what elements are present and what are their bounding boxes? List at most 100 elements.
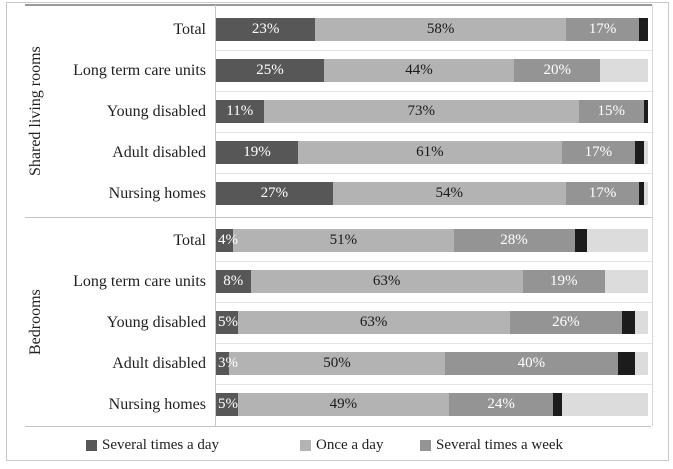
legend-item-several-times-a-week: Several times a week — [420, 437, 563, 454]
bar-track: 19% 61% 17% — [216, 141, 648, 164]
bar-value-label: 25% — [256, 62, 284, 78]
bar-value-label: 5% — [218, 314, 238, 330]
bar-value-label: 63% — [359, 314, 388, 330]
legend-swatch-icon — [86, 440, 97, 451]
bar-value-label: 24% — [487, 396, 515, 412]
bar-segment — [574, 229, 588, 252]
bar-segment: 8% — [216, 270, 251, 293]
bar-track: 3% 50% 40% — [216, 352, 648, 375]
bar-segment: 5% — [216, 393, 238, 416]
bar-segment: 63% — [250, 270, 523, 293]
bar-segment: 17% — [565, 182, 640, 205]
bar-segment — [552, 393, 562, 416]
bar-segment: 50% — [228, 352, 445, 375]
bar-rows: Total 4% 51% 28% Long term care units 8% 63% 19… — [55, 219, 652, 426]
legend-swatch-icon — [300, 440, 311, 451]
bar-segment — [643, 182, 648, 205]
bar-segment: 26% — [509, 311, 623, 334]
bar-track: 5% 49% 24% — [216, 393, 648, 416]
chart-row: Long term care units 8% 63% 19% — [55, 261, 652, 302]
bar-value-label: 19% — [243, 144, 271, 160]
bar-segment: 58% — [315, 18, 566, 41]
bar-segment — [617, 352, 636, 375]
category-label: Young disabled — [106, 102, 206, 120]
bar-segment: 54% — [332, 182, 566, 205]
row-separator-line — [216, 384, 652, 385]
plot-right-border — [652, 5, 653, 426]
legend-label: Several times a week — [436, 437, 564, 453]
bar-value-label: 4% — [218, 232, 238, 248]
group-shared-living-rooms: Shared living rooms Total 23% 58% 17% Long t… — [25, 6, 652, 217]
bar-segment: 20% — [514, 59, 601, 82]
bar-track: 27% 54% 17% — [216, 182, 648, 205]
bar-segment: 19% — [216, 141, 299, 164]
bar-segment: 15% — [578, 100, 644, 123]
bar-value-label: 15% — [597, 103, 626, 119]
category-label: Adult disabled — [112, 354, 206, 372]
legend-divider-line — [25, 426, 651, 427]
bar-value-label: 3% — [218, 355, 238, 371]
chart-row: Long term care units 25% 44% 20% — [55, 50, 652, 91]
bar-track: 4% 51% 28% — [216, 229, 648, 252]
group-bedrooms: Bedrooms Total 4% 51% 28% Long term care uni… — [25, 219, 652, 426]
bar-value-label: 50% — [323, 355, 351, 371]
bar-value-label: 51% — [329, 232, 358, 248]
bar-value-label: 54% — [435, 185, 464, 201]
bar-segment — [639, 182, 644, 205]
bar-segment: 44% — [324, 59, 515, 82]
bar-segment — [587, 229, 648, 252]
bar-value-label: 49% — [329, 396, 358, 412]
bar-segment — [622, 311, 636, 334]
bar-value-label: 58% — [426, 21, 455, 37]
bar-value-label: 44% — [405, 62, 433, 78]
group-divider-line — [25, 217, 652, 218]
bar-segment — [561, 393, 648, 416]
row-separator-line — [216, 50, 652, 51]
bar-value-label: 19% — [549, 273, 578, 289]
group-axis-column: Bedrooms — [25, 219, 55, 426]
bar-value-label: 17% — [588, 185, 617, 201]
legend-item-several-times-a-day: Several times a day — [86, 437, 219, 454]
chart-row: Adult disabled 19% 61% 17% — [55, 132, 652, 173]
bar-segment — [604, 270, 648, 293]
bar-value-label: 17% — [584, 144, 613, 160]
chart-row: Young disabled 11% 73% 15% — [55, 91, 652, 132]
category-label: Young disabled — [106, 313, 206, 331]
bar-track: 25% 44% 20% — [216, 59, 648, 82]
category-label: Adult disabled — [112, 143, 206, 161]
bar-segment: 27% — [216, 182, 333, 205]
group-axis-column: Shared living rooms — [25, 6, 55, 217]
bar-segment — [639, 18, 648, 41]
bar-segment: 28% — [453, 229, 575, 252]
bar-segment: 19% — [522, 270, 605, 293]
bar-segment: 40% — [444, 352, 618, 375]
row-separator-line — [216, 261, 652, 262]
bar-value-label: 63% — [372, 273, 401, 289]
bar-segment: 63% — [237, 311, 510, 334]
plot-top-border — [25, 4, 652, 6]
bar-segment: 17% — [565, 18, 640, 41]
bar-value-label: 5% — [218, 396, 238, 412]
legend: Several times a day Once a day Several t… — [7, 437, 668, 459]
bar-track: 8% 63% 19% — [216, 270, 648, 293]
chart-frame: Shared living rooms Total 23% 58% 17% Long t… — [6, 2, 669, 461]
bar-segment — [643, 100, 648, 123]
bar-segment: 24% — [449, 393, 553, 416]
category-label: Long term care units — [73, 61, 206, 79]
row-separator-line — [216, 91, 652, 92]
bar-segment: 49% — [237, 393, 450, 416]
bar-value-label: 61% — [416, 144, 444, 160]
chart-row: Adult disabled 3% 50% 40% — [55, 343, 652, 384]
category-label: Nursing homes — [108, 395, 206, 413]
bar-track: 5% 63% 26% — [216, 311, 648, 334]
chart-row: Young disabled 5% 63% 26% — [55, 302, 652, 343]
legend-item-once-a-day: Once a day — [300, 437, 383, 454]
bar-value-label: 40% — [517, 355, 546, 371]
category-label: Total — [173, 20, 206, 38]
bar-value-label: 73% — [407, 103, 435, 119]
group-label: Bedrooms — [27, 289, 44, 356]
legend-label: Several times a day — [102, 437, 220, 453]
legend-label: Once a day — [316, 437, 384, 453]
bar-segment — [643, 141, 648, 164]
bar-segment — [635, 352, 648, 375]
